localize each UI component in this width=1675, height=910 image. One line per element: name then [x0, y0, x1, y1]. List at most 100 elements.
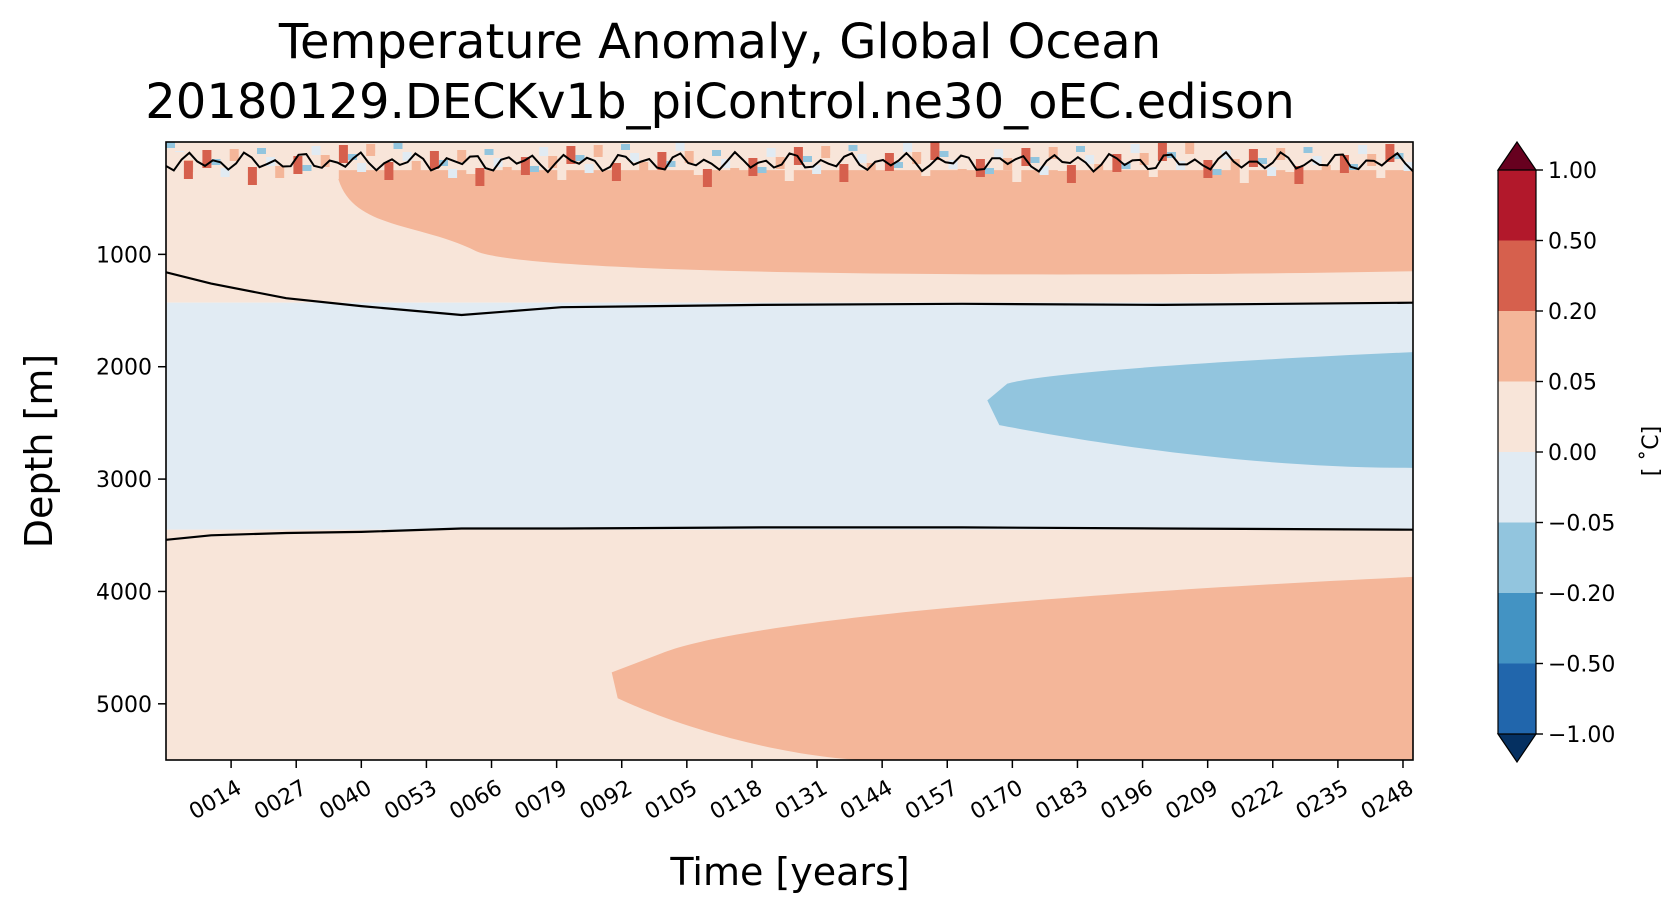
surface-noise [1294, 166, 1304, 184]
surface-noise [174, 152, 184, 167]
surface-noise [766, 148, 776, 157]
x-tick-label: 0118 [706, 776, 767, 826]
colorbar-tick-label: −1.00 [1548, 723, 1615, 748]
chart-title-line-1: Temperature Anomaly, Global Ocean [278, 14, 1162, 70]
surface-noise [448, 169, 458, 178]
surface-noise [1312, 156, 1322, 165]
surface-noise [1021, 148, 1031, 166]
surface-noise [420, 142, 430, 157]
surface-noise [730, 168, 740, 180]
colorbar-segment [1498, 663, 1536, 734]
colorbar-tick-label: −0.05 [1548, 512, 1615, 537]
y-tick-label: 2000 [96, 356, 152, 381]
surface-noise [1112, 154, 1122, 172]
surface-noise [1057, 156, 1067, 171]
surface-noise [1148, 162, 1158, 177]
colorbar-tick-label: −0.50 [1548, 653, 1615, 678]
anomaly-region [166, 302, 1413, 530]
surface-noise [1048, 147, 1058, 159]
surface-noise [839, 164, 849, 182]
surface-noise [821, 146, 831, 158]
x-tick-label: 0040 [315, 776, 376, 826]
surface-noise [593, 145, 603, 157]
colorbar-tick-label: −0.20 [1548, 582, 1615, 607]
colorbar-tick-label: 0.00 [1548, 441, 1597, 466]
x-axis: 0014 0027 0040 0053 0066 0079 0092 0105 0118 0131… [185, 760, 1418, 825]
surface-noise [602, 154, 612, 169]
colorbar-under-arrow [1496, 733, 1538, 764]
x-tick-label: 0157 [901, 776, 962, 826]
anomaly-region [611, 576, 1413, 760]
surface-noise [566, 146, 576, 164]
surface-noise [1076, 146, 1085, 152]
surface-noise [648, 143, 658, 158]
surface-noise [1103, 145, 1113, 160]
surface-noise [475, 168, 485, 186]
surface-noise [994, 149, 1004, 158]
surface-noise [1094, 164, 1104, 176]
surface-noise [1276, 148, 1286, 160]
surface-noise [1230, 159, 1240, 171]
x-tick-label: 0209 [1162, 776, 1223, 826]
surface-noise [539, 147, 549, 156]
x-tick-label: 0079 [511, 776, 572, 826]
anomaly-region [336, 170, 1413, 275]
surface-noise [329, 164, 339, 179]
surface-noise [320, 155, 330, 167]
surface-noise [775, 157, 785, 169]
surface-noise [502, 167, 512, 179]
surface-noise [1385, 144, 1395, 162]
colorbar-over-arrow [1496, 140, 1538, 171]
y-tick-label: 1000 [96, 243, 152, 268]
surface-noise [1194, 151, 1204, 166]
surface-noise [1221, 150, 1231, 159]
surface-noise [830, 155, 840, 170]
y-tick-label: 5000 [96, 693, 152, 718]
surface-noise [402, 152, 412, 161]
surface-noise [302, 165, 312, 171]
surface-noise [257, 148, 266, 154]
surface-noise [657, 152, 667, 170]
surface-noise [1212, 169, 1222, 175]
surface-noise [666, 161, 676, 167]
surface-noise [375, 153, 385, 168]
surface-noise [675, 142, 685, 151]
plot-area [166, 142, 1413, 760]
surface-noise [202, 150, 212, 168]
x-tick-label: 0131 [771, 776, 832, 826]
y-axis: 1000 2000 3000 4000 5000 [96, 243, 166, 718]
y-tick-label: 4000 [96, 580, 152, 605]
surface-noise [639, 162, 649, 174]
surface-noise [584, 164, 594, 173]
surface-noise [348, 154, 357, 160]
surface-noise [366, 144, 376, 156]
surface-noise [1358, 145, 1368, 154]
surface-noise [1066, 165, 1076, 183]
colorbar-tick-label: 0.05 [1548, 371, 1597, 396]
surface-noise [183, 161, 193, 179]
x-tick-label: 0144 [836, 776, 897, 826]
surface-noise [548, 156, 558, 168]
surface-noise [1303, 147, 1313, 153]
surface-noise [912, 152, 922, 164]
surface-noise [693, 160, 703, 175]
colorbar-tick-label: 1.00 [1548, 159, 1597, 184]
surface-noise [857, 154, 867, 163]
x-tick-label: 0222 [1227, 776, 1288, 826]
surface-noise [1130, 144, 1140, 153]
surface-noise [284, 147, 294, 162]
surface-noise [1121, 163, 1131, 169]
surface-noise [1376, 163, 1386, 178]
surface-noise [1085, 155, 1095, 164]
surface-noise [1012, 167, 1022, 182]
surface-noise [939, 151, 949, 157]
surface-noise [229, 149, 239, 161]
colorbar-tick-label: 0.50 [1548, 230, 1597, 255]
surface-noise [1030, 157, 1040, 163]
surface-noise [611, 163, 621, 181]
surface-noise [220, 168, 230, 177]
x-tick-label: 0196 [1097, 776, 1158, 826]
surface-noise [1339, 155, 1349, 173]
surface-noise [511, 148, 521, 163]
surface-noise [930, 142, 940, 160]
